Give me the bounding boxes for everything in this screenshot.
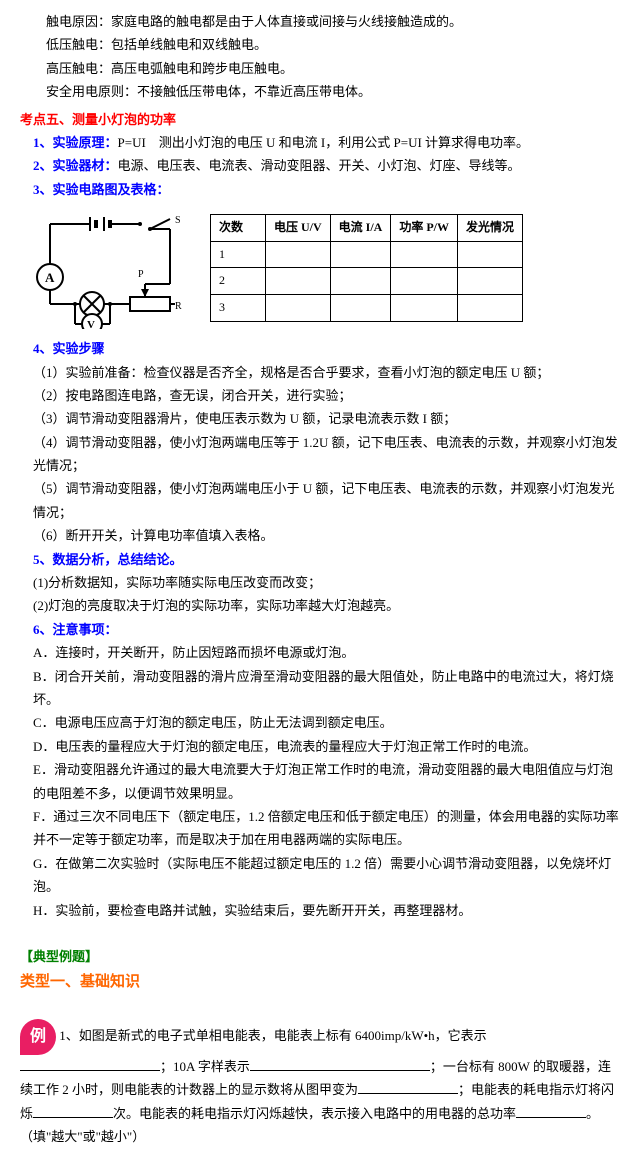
th-current: 电流 I/A [330,215,391,242]
intro-line: 触电原因：家庭电路的触电都是由于人体直接或间接与火线接触造成的。 [20,10,620,33]
step: （4）调节滑动变阻器，使小灯泡两端电压等于 1.2U 额，记下电压表、电流表的示… [20,431,620,478]
step: （6）断开开关，计算电功率值填入表格。 [20,524,620,547]
kp5-item2: 2、实验器材：电源、电压表、电流表、滑动变阻器、开关、小灯泡、灯座、导线等。 [20,154,620,177]
blank [20,1058,160,1071]
blank [516,1105,586,1118]
svg-text:P: P [138,269,144,280]
example-1: 例 1、如图是新式的电子式单相电能表，电能表上标有 6400imp/kW•h，它… [20,1019,620,1149]
examples-title: 【典型例题】 [20,945,620,968]
kp5-item1-text: P=UI 测出小灯泡的电压 U 和电流 I，利用公式 P=UI 计算求得电功率。 [118,135,530,150]
q1-part1: 1、如图是新式的电子式单相电能表，电能表上标有 6400imp/kW•h，它表示 [59,1028,486,1043]
examples-type1: 类型一、基础知识 [20,969,620,996]
note: A．连接时，开关断开，防止因短路而损坏电源或灯泡。 [20,641,620,664]
example-badge-icon: 例 [20,1019,56,1055]
note: G．在做第二次实验时（实际电压不能超过额定电压的 1.2 倍）需要小心调节滑动变… [20,852,620,899]
blank [33,1105,113,1118]
blank [250,1058,430,1071]
note: D．电压表的量程应大于灯泡的额定电压，电流表的量程应大于灯泡正常工作时的电流。 [20,735,620,758]
kp5-item6-label: 6、注意事项： [20,618,620,641]
th-power: 功率 P/W [391,215,458,242]
note: H．实验前，要检查电路并试触，实验结束后，要先断开开关，再整理器材。 [20,899,620,922]
table-row: 3 [211,294,523,321]
analysis: (1)分析数据知，实际功率随实际电压改变而改变； [20,571,620,594]
note: F．通过三次不同电压下（额定电压，1.2 倍额定电压和低于额定电压）的测量，体会… [20,805,620,852]
step: （2）按电路图连电路，查无误，闭合开关，进行实验； [20,384,620,407]
q1-part5: 次。电能表的耗电指示灯闪烁越快，表示接入电路中的用电器的总功率 [113,1106,516,1121]
circuit-diagram: S A R P V [20,209,190,329]
blank [358,1081,458,1094]
svg-text:V: V [87,319,95,329]
cell-index: 2 [211,268,266,295]
kp5-item5-label: 5、数据分析，总结结论。 [20,548,620,571]
experiment-table: 次数 电压 U/V 电流 I/A 功率 P/W 发光情况 1 2 3 [210,214,523,321]
circuit-and-table-row: S A R P V [20,209,620,329]
cell-index: 3 [211,294,266,321]
kp5-item1: 1、实验原理：P=UI 测出小灯泡的电压 U 和电流 I，利用公式 P=UI 计… [20,131,620,154]
step: （1）实验前准备：检查仪器是否齐全，规格是否合乎要求，查看小灯泡的额定电压 U … [20,361,620,384]
intro-line: 安全用电原则：不接触低压带电体，不靠近高压带电体。 [20,80,620,103]
note: E．滑动变阻器允许通过的最大电流要大于灯泡正常工作时的电流，滑动变阻器的最大电阻… [20,758,620,805]
kp5-item2-label: 2、实验器材： [33,158,118,173]
kp5-item2-text: 电源、电压表、电流表、滑动变阻器、开关、小灯泡、灯座、导线等。 [118,158,521,173]
kp5-item3-label: 3、实验电路图及表格： [33,182,170,197]
cell-index: 1 [211,241,266,268]
th-index: 次数 [211,215,266,242]
analysis: (2)灯泡的亮度取决于灯泡的实际功率，实际功率越大灯泡越亮。 [20,594,620,617]
note: B．闭合开关前，滑动变阻器的滑片应滑至滑动变阻器的最大阻值处，防止电路中的电流过… [20,665,620,712]
q1-part2: ；10A 字样表示 [160,1059,250,1074]
step: （5）调节滑动变阻器，使小灯泡两端电压小于 U 额，记下电压表、电流表的示数，并… [20,477,620,524]
kp5-title: 考点五、测量小灯泡的功率 [20,108,620,131]
table-row: 2 [211,268,523,295]
th-voltage: 电压 U/V [266,215,331,242]
svg-text:S: S [175,215,181,226]
th-glow: 发光情况 [458,215,523,242]
intro-line: 高压触电：高压电弧触电和跨步电压触电。 [20,57,620,80]
note: C．电源电压应高于灯泡的额定电压，防止无法调到额定电压。 [20,711,620,734]
kp5-item4-label: 4、实验步骤 [20,337,620,360]
table-row: 1 [211,241,523,268]
kp5-item3: 3、实验电路图及表格： [20,178,620,201]
table-header-row: 次数 电压 U/V 电流 I/A 功率 P/W 发光情况 [211,215,523,242]
step: （3）调节滑动变阻器滑片，使电压表示数为 U 额，记录电流表示数 I 额； [20,407,620,430]
svg-text:A: A [45,270,55,285]
kp5-item1-label: 1、实验原理： [33,135,118,150]
svg-text:R: R [175,301,182,312]
intro-line: 低压触电：包括单线触电和双线触电。 [20,33,620,56]
